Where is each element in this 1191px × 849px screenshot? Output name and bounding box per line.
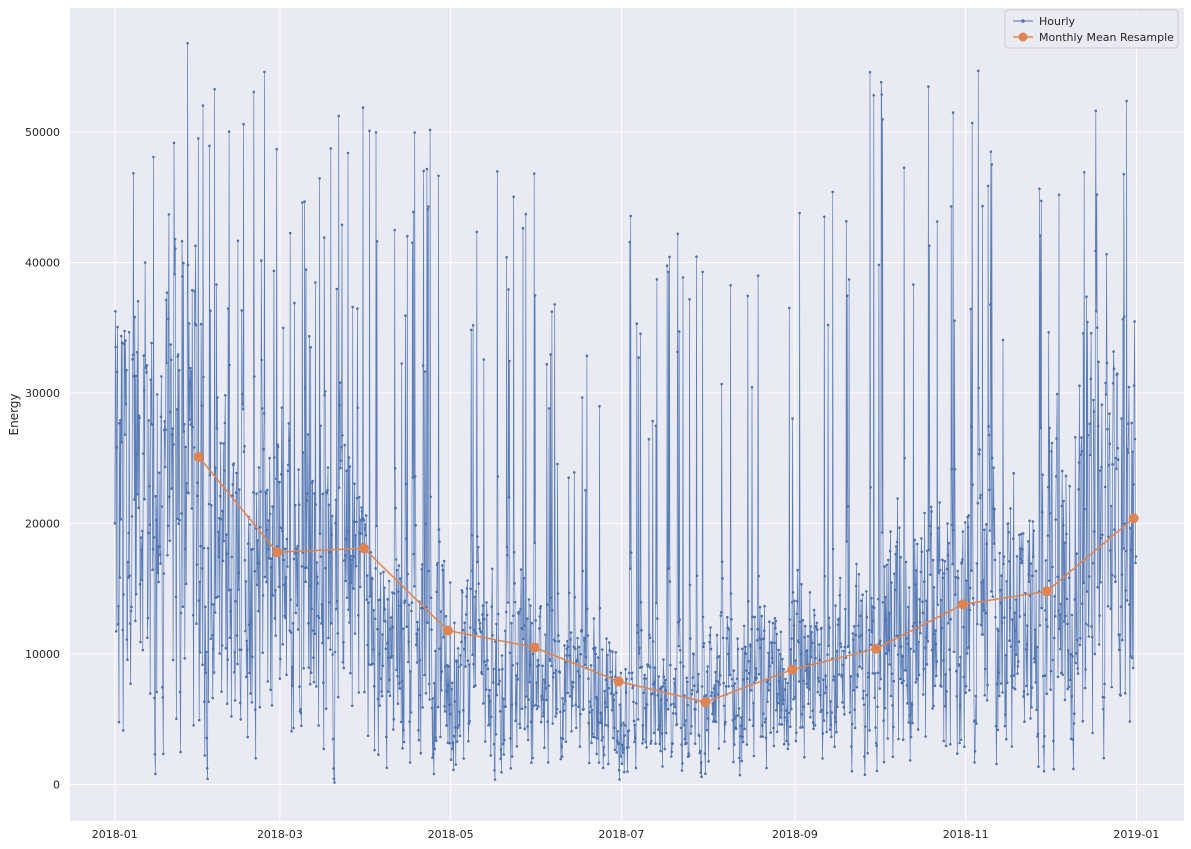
y-tick-label: 20000 bbox=[25, 517, 60, 530]
y-tick-label: 30000 bbox=[25, 387, 60, 400]
monthly-point bbox=[700, 697, 711, 708]
legend-box bbox=[1004, 9, 1179, 49]
legend-hourly-marker bbox=[1021, 19, 1025, 23]
y-axis-label: Energy bbox=[7, 393, 21, 435]
monthly-point bbox=[1128, 513, 1139, 524]
monthly-point bbox=[193, 451, 204, 462]
monthly-point bbox=[358, 543, 369, 554]
legend-monthly-marker bbox=[1018, 32, 1028, 42]
y-tick-label: 10000 bbox=[25, 648, 60, 661]
grid bbox=[70, 8, 1184, 821]
x-tick-label: 2019-01 bbox=[1113, 828, 1159, 841]
monthly-point bbox=[613, 676, 624, 687]
x-tick-label: 2018-11 bbox=[943, 828, 989, 841]
monthly-point bbox=[1041, 586, 1052, 597]
monthly-point bbox=[787, 664, 798, 675]
x-tick-label: 2018-05 bbox=[428, 828, 474, 841]
x-axis: 2018-01 2018-03 2018-05 2018-07 2018-09 2018-… bbox=[92, 828, 1160, 841]
monthly-point bbox=[529, 642, 540, 653]
y-tick-label: 0 bbox=[53, 778, 60, 791]
legend-hourly-label: Hourly bbox=[1039, 15, 1076, 28]
y-tick-label: 50000 bbox=[25, 126, 60, 139]
monthly-point bbox=[272, 547, 283, 558]
x-tick-label: 2018-09 bbox=[772, 828, 818, 841]
plot-area bbox=[70, 8, 1184, 821]
monthly-point bbox=[442, 625, 453, 636]
x-tick-label: 2018-01 bbox=[92, 828, 138, 841]
legend: Hourly Monthly Mean Resample bbox=[1004, 9, 1179, 49]
monthly-series bbox=[193, 451, 1139, 708]
legend-monthly-label: Monthly Mean Resample bbox=[1039, 31, 1174, 44]
monthly-point bbox=[957, 599, 968, 610]
y-axis: 0 10000 20000 30000 40000 50000 bbox=[25, 126, 60, 791]
hourly-series bbox=[113, 41, 1138, 784]
monthly-line bbox=[198, 456, 1135, 703]
monthly-point bbox=[871, 643, 882, 654]
y-tick-label: 40000 bbox=[25, 256, 60, 269]
x-tick-label: 2018-07 bbox=[598, 828, 644, 841]
x-tick-label: 2018-03 bbox=[257, 828, 303, 841]
